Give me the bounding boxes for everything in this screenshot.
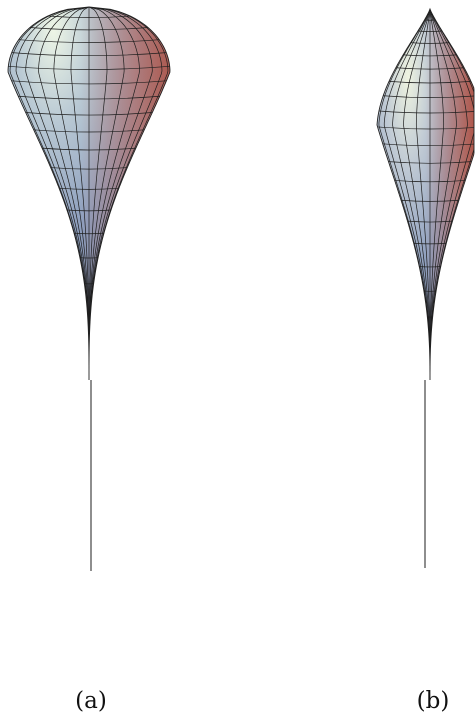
panel-b-teardrop-surface xyxy=(376,7,475,568)
panel-b-surface-mesh xyxy=(377,9,474,380)
mesh-meridian-line xyxy=(392,9,431,380)
mesh-meridian-line xyxy=(415,9,431,380)
panel-a-caption: (a) xyxy=(75,688,107,714)
panel-a-teardrop-surface xyxy=(7,6,171,571)
panel-a-surface-outline xyxy=(7,6,171,380)
panel-b-surface-warm-shading xyxy=(377,9,474,380)
mesh-meridian-line xyxy=(403,9,431,380)
mesh-meridian-line xyxy=(429,9,468,380)
panel-b-caption: (b) xyxy=(416,688,450,714)
mesh-meridian-line xyxy=(429,9,457,380)
mesh-meridian-line xyxy=(429,9,445,380)
panel-b-surface-outline xyxy=(376,7,475,380)
